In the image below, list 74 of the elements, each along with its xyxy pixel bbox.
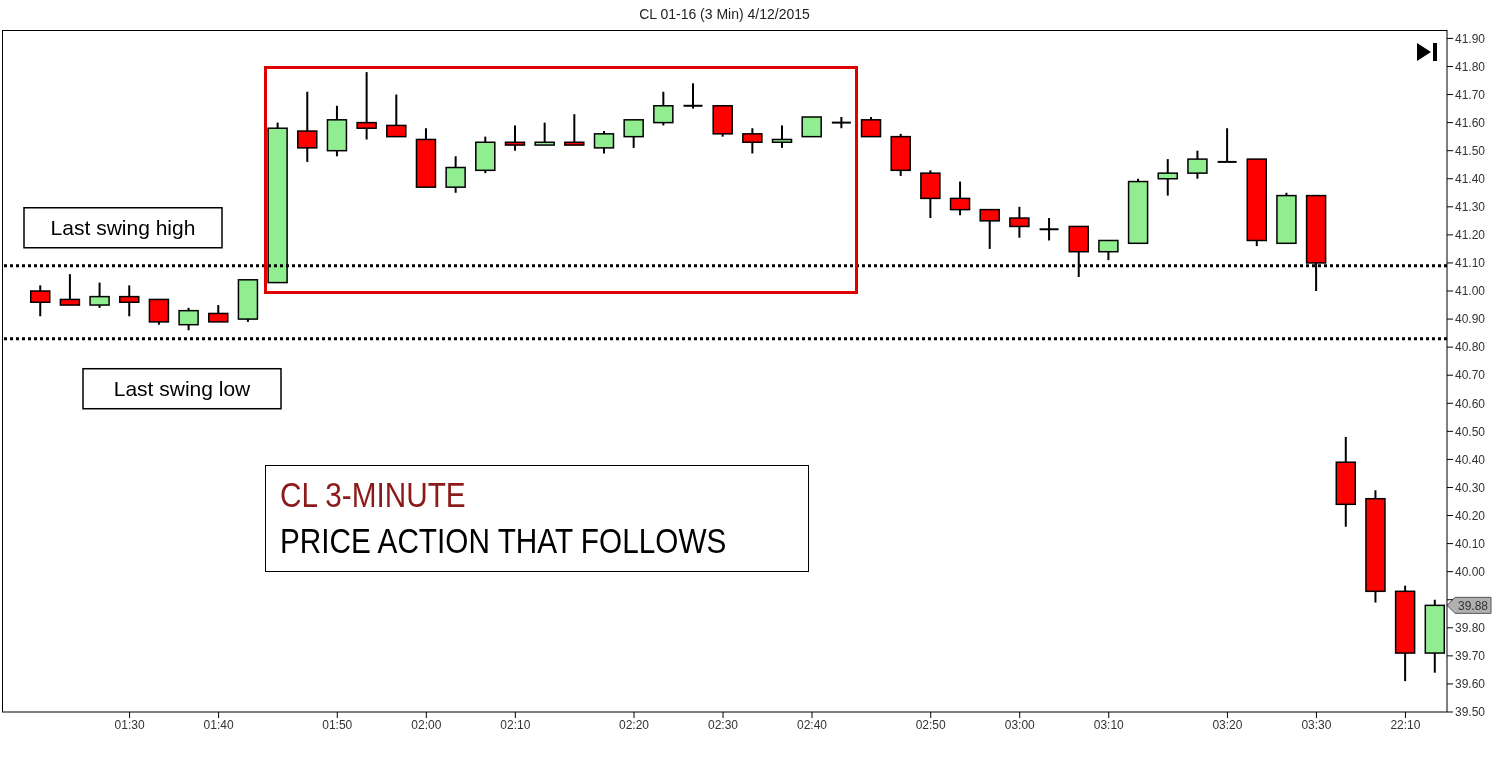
- x-tick-label: 22:10: [1390, 717, 1421, 732]
- candlestick: [949, 180, 971, 217]
- y-tick-label: 40.20: [1455, 508, 1486, 523]
- x-tick-label: 02:40: [797, 717, 828, 732]
- text: 39.88: [1457, 599, 1489, 614]
- y-tick-label: 41.20: [1455, 228, 1486, 243]
- candlestick: [504, 124, 526, 152]
- x-tick-label: 01:50: [322, 717, 353, 732]
- x-tick-label: 03:00: [1004, 717, 1036, 732]
- candlestick: [386, 93, 407, 138]
- candlestick: [860, 116, 882, 138]
- candlestick: [1157, 158, 1178, 197]
- y-tick-label: 41.60: [1455, 115, 1486, 130]
- y-tick-label: 41.70: [1455, 87, 1486, 102]
- y-tick-label: 39.70: [1455, 649, 1486, 664]
- y-tick-label: 41.80: [1455, 59, 1486, 74]
- x-tick-label: 03:30: [1301, 717, 1332, 732]
- candlestick: [653, 90, 674, 127]
- x-tick-label: 03:10: [1093, 717, 1125, 732]
- y-tick-label: 40.70: [1455, 368, 1486, 383]
- candlestick: [1009, 205, 1030, 239]
- x-tick-label: 02:50: [915, 717, 947, 732]
- annotation: PRICE ACTION THAT FOLLOWS: [280, 520, 727, 562]
- y-tick-label: 39.80: [1455, 621, 1486, 636]
- candlestick: [979, 208, 1000, 250]
- y-tick-label: 41.00: [1455, 284, 1486, 299]
- y-tick-label: 40.10: [1455, 536, 1486, 551]
- ref-line-label: Last swing high: [50, 215, 196, 239]
- candlestick: [534, 121, 555, 147]
- x-tick-label: 02:20: [618, 717, 650, 732]
- candlestick: [593, 130, 615, 155]
- x-tick-label: 02:30: [708, 717, 739, 732]
- candlestick: [623, 118, 644, 149]
- x-tick-label: 02:10: [500, 717, 531, 732]
- x-tick-label: 01:30: [114, 717, 145, 732]
- chart-title: CL 01-16 (3 Min) 4/12/2015: [638, 6, 811, 22]
- y-tick-label: 40.30: [1455, 480, 1486, 495]
- y-tick-label: 40.90: [1455, 312, 1486, 327]
- candlestick: [119, 284, 140, 318]
- candlestick: [1098, 239, 1119, 262]
- note-box: CL 3-MINUTE PRICE ACTION THAT FOLLOWS: [265, 465, 809, 572]
- y-tick-label: 40.40: [1455, 452, 1486, 467]
- candlestick: [148, 298, 170, 326]
- candlestick: [29, 284, 51, 318]
- candlestick: [1038, 217, 1060, 242]
- candlestick: [1216, 127, 1238, 163]
- y-tick-label: 40.00: [1455, 564, 1486, 579]
- candlestick: [89, 281, 110, 309]
- candlestick: [356, 71, 377, 141]
- y-tick-label: 39.60: [1455, 677, 1486, 692]
- candlestick: [742, 127, 763, 155]
- annotation: CL 3-MINUTE: [280, 474, 467, 516]
- candlestick: [771, 124, 793, 149]
- y-tick-label: 41.50: [1455, 143, 1486, 158]
- x-tick-label: 02:00: [411, 717, 442, 732]
- candlestick: [297, 90, 318, 163]
- candlestick: [445, 155, 466, 194]
- candlestick: [564, 113, 585, 147]
- y-tick-label: 41.10: [1455, 256, 1486, 271]
- y-tick-label: 40.50: [1455, 424, 1486, 439]
- y-tick-label: 40.60: [1455, 396, 1486, 411]
- y-tick-label: 39.50: [1455, 705, 1486, 720]
- y-tick-label: 41.90: [1455, 31, 1486, 46]
- candlestick: [178, 306, 199, 332]
- candlestick: [682, 82, 704, 110]
- y-tick-label: 40.80: [1455, 340, 1486, 355]
- candlestick: [59, 273, 81, 307]
- x-tick-label: 01:40: [203, 717, 234, 732]
- candlestick: [801, 116, 822, 138]
- candlestick: [1187, 149, 1208, 180]
- y-tick-label: 41.30: [1455, 200, 1486, 215]
- ref-line-label: Last swing low: [113, 376, 252, 400]
- y-tick-label: 41.40: [1455, 172, 1486, 187]
- x-tick-label: 03:20: [1212, 717, 1243, 732]
